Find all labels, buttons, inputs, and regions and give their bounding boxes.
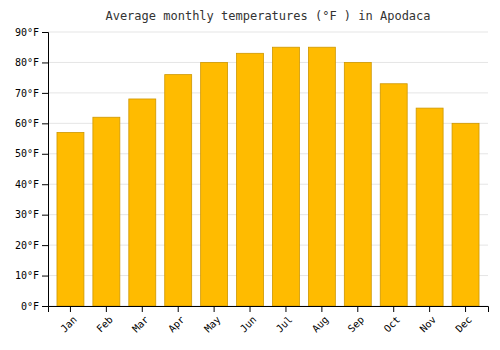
x-tick: Aug — [310, 306, 331, 334]
y-tick: 60°F — [15, 118, 48, 129]
bar — [57, 132, 84, 306]
y-tick-label: 0°F — [21, 301, 39, 312]
x-tick-label: Nov — [418, 314, 439, 335]
bar — [452, 123, 479, 306]
y-tick: 40°F — [15, 179, 48, 190]
x-tick: Dec — [453, 306, 474, 334]
y-tick-label: 40°F — [15, 179, 39, 190]
x-tick-label: Sep — [346, 314, 367, 335]
x-tick-label: Oct — [382, 314, 403, 335]
y-tick-label: 70°F — [15, 88, 39, 99]
y-tick-label: 60°F — [15, 118, 39, 129]
x-tick-mark — [214, 306, 215, 312]
y-tick-mark — [42, 215, 48, 216]
bar — [129, 99, 156, 306]
bar — [380, 84, 407, 306]
y-tick-mark — [42, 123, 48, 124]
x-tick: May — [202, 306, 223, 334]
x-tick-mark — [142, 306, 143, 312]
bar — [237, 53, 264, 306]
y-tick-mark — [42, 276, 48, 277]
y-tick-label: 10°F — [15, 270, 39, 281]
y-tick-label: 30°F — [15, 209, 39, 220]
y-tick-mark — [42, 93, 48, 94]
grid-line — [48, 92, 488, 93]
y-tick-label: 50°F — [15, 148, 39, 159]
y-tick-mark — [42, 306, 48, 307]
bar — [165, 75, 192, 306]
x-tick: Sep — [346, 306, 367, 334]
x-tick: Jul — [274, 306, 295, 334]
x-tick: Jun — [238, 306, 259, 334]
bar — [201, 62, 228, 306]
y-axis: 0°F 10°F 20°F 30°F 40°F 50°F 60°F 70°F 80°F 90°F — [15, 27, 49, 312]
y-tick: 70°F — [15, 88, 48, 99]
x-tick-label: Jun — [238, 314, 259, 335]
bar — [416, 108, 443, 306]
x-tick-mark — [250, 306, 251, 312]
x-tick: Oct — [382, 306, 403, 334]
y-tick: 80°F — [15, 57, 48, 68]
x-tick: Feb — [94, 306, 115, 334]
chart: 0°F 10°F 20°F 30°F 40°F 50°F 60°F 70°F 80°F 90°F J… — [0, 0, 500, 350]
x-tick-mark — [393, 306, 394, 312]
x-tick-label: Dec — [453, 314, 474, 335]
title: Average monthly temperatures (°F ) in Ap… — [105, 9, 430, 23]
x-tick-mark — [106, 306, 107, 312]
y-tick: 0°F — [21, 301, 48, 312]
bar — [272, 47, 299, 306]
x-tick-label: Aug — [310, 314, 331, 335]
y-tick: 20°F — [15, 240, 48, 251]
x-tick-label: May — [202, 314, 223, 335]
x-axis: Jan Feb Mar Apr May Jun Jul Aug Sep Oct Nov Dec — [49, 306, 489, 334]
y-tick-mark — [42, 32, 48, 33]
x-tick-mark — [321, 306, 322, 312]
y-tick-mark — [42, 154, 48, 155]
x-axis-line — [49, 307, 489, 313]
y-tick-label: 20°F — [15, 240, 39, 251]
grid-line — [48, 62, 488, 63]
x-tick-label: Jul — [274, 314, 295, 335]
x-tick-label: Jan — [58, 314, 79, 335]
y-axis-line — [42, 33, 49, 307]
x-tick-label: Mar — [130, 314, 151, 335]
y-tick: 10°F — [15, 270, 48, 281]
y-tick-label: 80°F — [15, 57, 39, 68]
y-tick: 90°F — [15, 27, 48, 38]
y-tick-label: 90°F — [15, 27, 39, 38]
x-tick-mark — [178, 306, 179, 312]
y-tick-mark — [42, 184, 48, 185]
x-tick-mark — [357, 306, 358, 312]
x-tick: Mar — [130, 306, 151, 334]
y-tick-mark — [42, 62, 48, 63]
grid — [48, 32, 488, 306]
x-tick: Apr — [166, 306, 187, 334]
bar — [308, 47, 335, 306]
y-tick-mark — [42, 245, 48, 246]
x-tick-label: Apr — [166, 314, 187, 335]
bar — [344, 62, 371, 306]
x-tick-mark — [429, 306, 430, 312]
x-tick-label: Feb — [94, 314, 115, 335]
x-tick-mark — [285, 306, 286, 312]
x-tick-mark — [70, 306, 71, 312]
plot: 0°F 10°F 20°F 30°F 40°F 50°F 60°F 70°F 80°F 90°F J… — [15, 27, 489, 335]
grid-line — [48, 32, 488, 33]
x-tick-mark — [465, 306, 466, 312]
bars — [57, 47, 479, 306]
bar — [93, 117, 120, 306]
x-tick: Jan — [58, 306, 79, 334]
y-tick: 50°F — [15, 148, 48, 159]
x-tick: Nov — [418, 306, 439, 334]
y-tick: 30°F — [15, 209, 48, 220]
